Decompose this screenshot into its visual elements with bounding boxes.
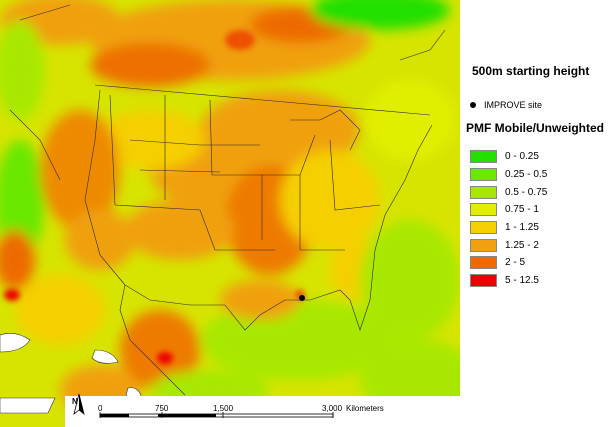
scale-unit: Kilometers (346, 404, 384, 413)
scale-tick-1500: 1,500 (213, 404, 234, 413)
legend-label: 0.5 - 0.75 (505, 186, 548, 198)
map-title: 500m starting height (472, 64, 590, 78)
legend-swatch (470, 221, 497, 235)
site-legend: IMPROVE site (470, 100, 542, 110)
legend-list: 0 - 0.25 0.25 - 0.5 0.5 - 0.75 0.75 - 1 1 - … (470, 148, 547, 290)
scale-tick-3000: 3,000 (322, 404, 343, 413)
scale-bar-band (65, 396, 460, 427)
legend-item: 2 - 5 (470, 254, 547, 272)
legend-item: 1.25 - 2 (470, 236, 547, 254)
scale-bar: 0 750 1,500 3,000 Kilometers (98, 404, 384, 418)
legend-item: 0.25 - 0.5 (470, 166, 547, 184)
concentration-map: N 0 750 1,500 3,000 Kilometers (0, 0, 460, 427)
legend-label: 5 - 12.5 (505, 275, 539, 287)
scale-tick-750: 750 (155, 404, 169, 413)
boundaries (9, 4, 446, 396)
legend-title: PMF Mobile/Unweighted (466, 121, 604, 135)
legend-panel: 500m starting height IMPROVE site PMF Mo… (460, 0, 613, 427)
legend-label: 1 - 1.25 (505, 222, 539, 234)
legend-label: 1.25 - 2 (505, 239, 539, 251)
dot-icon (470, 102, 476, 108)
legend-swatch (470, 203, 497, 217)
legend-label: 0.25 - 0.5 (505, 169, 548, 181)
improve-site-marker[interactable] (299, 295, 305, 301)
site-legend-label: IMPROVE site (484, 100, 543, 110)
scale-tick-0: 0 (98, 404, 103, 413)
legend-label: 2 - 5 (505, 257, 526, 269)
legend-label: 0.75 - 1 (505, 204, 539, 216)
legend-item: 0.75 - 1 (470, 201, 547, 219)
legend-swatch (470, 185, 497, 199)
legend-item: 0.5 - 0.75 (470, 183, 547, 201)
legend-swatch (470, 256, 497, 270)
north-arrow: N (72, 393, 85, 416)
legend-item: 1 - 1.25 (470, 219, 547, 237)
north-arrow-label: N (72, 397, 78, 406)
legend-item: 5 - 12.5 (470, 272, 547, 290)
legend-swatch (470, 274, 497, 288)
legend-swatch (470, 238, 497, 252)
legend-swatch (470, 150, 497, 164)
legend-item: 0 - 0.25 (470, 148, 547, 166)
legend-label: 0 - 0.25 (505, 151, 539, 163)
legend-swatch (470, 168, 497, 182)
